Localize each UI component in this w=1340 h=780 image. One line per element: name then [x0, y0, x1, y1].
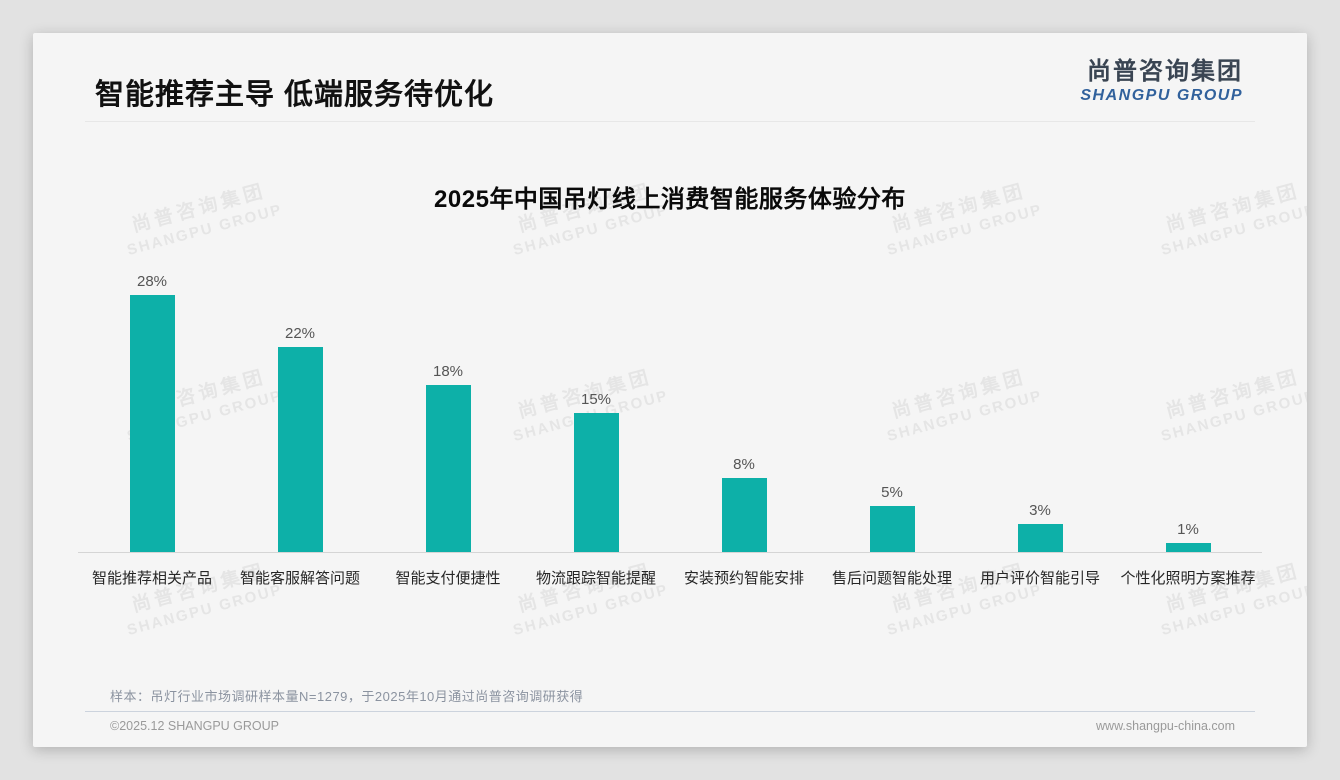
- category-label: 安装预约智能安排: [683, 570, 804, 587]
- bar: [1165, 542, 1211, 552]
- category-label: 智能支付便捷性: [395, 570, 501, 587]
- bar-value-label: 15%: [580, 390, 612, 408]
- watermark-english: SHANGPU GROUP: [511, 581, 671, 639]
- header-divider: [85, 121, 1255, 122]
- bar-value-label: 5%: [881, 483, 903, 501]
- footer-divider: [85, 711, 1255, 712]
- bar-column: 3%: [966, 273, 1114, 552]
- bar: [721, 477, 767, 552]
- bar: [277, 347, 323, 552]
- category-label: 用户评价智能引导: [979, 570, 1100, 587]
- bar-value-label: 8%: [733, 455, 755, 473]
- bar-value-label: 18%: [432, 362, 464, 380]
- bar: [1017, 524, 1063, 552]
- website-url: www.shangpu-china.com: [1096, 719, 1235, 733]
- bar: [129, 295, 175, 552]
- sample-footnote: 样本：吊灯行业市场调研样本量N=1279，于2025年10月通过尚普咨询调研获得: [110, 689, 584, 704]
- watermark-english: SHANGPU GROUP: [885, 581, 1045, 639]
- page-title: 智能推荐主导 低端服务待优化: [95, 79, 495, 111]
- bar-column: 22%: [226, 273, 374, 552]
- slide-card: 尚普咨询集团 SHANGPU GROUP 尚普咨询集团 SHANGPU GROUP 尚普…: [33, 33, 1307, 747]
- bar-value-label: 1%: [1177, 520, 1199, 538]
- bar-value-label: 22%: [284, 325, 316, 343]
- bar-column: 28%: [78, 273, 226, 552]
- category-label: 智能推荐相关产品: [91, 570, 212, 587]
- watermark-english: SHANGPU GROUP: [1159, 581, 1307, 639]
- bar-column: 18%: [374, 273, 522, 552]
- watermark-english: SHANGPU GROUP: [125, 581, 285, 639]
- copyright-text: ©2025.12 SHANGPU GROUP: [110, 719, 279, 733]
- bar-column: 8%: [670, 273, 818, 552]
- logo-english-name: SHANGPU GROUP: [1080, 86, 1243, 104]
- bar: [869, 505, 915, 552]
- bar: [425, 384, 471, 552]
- bar-column: 1%: [1114, 273, 1262, 552]
- plot-area: 28% 22% 18% 15% 8% 5% 3% 1%: [78, 273, 1262, 553]
- category-label: 个性化照明方案推荐: [1120, 570, 1256, 587]
- bar-column: 15%: [522, 273, 670, 552]
- bar-column: 5%: [818, 273, 966, 552]
- category-label: 售后问题智能处理: [831, 570, 952, 587]
- bar: [573, 412, 619, 552]
- bar-value-label: 28%: [136, 273, 168, 290]
- logo-chinese-name: 尚普咨询集团: [1087, 58, 1243, 85]
- category-label: 智能客服解答问题: [239, 570, 360, 587]
- bar-value-label: 3%: [1029, 502, 1051, 520]
- category-label: 物流跟踪智能提醒: [535, 570, 656, 587]
- category-axis: 智能推荐相关产品 智能客服解答问题 智能支付便捷性 物流跟踪智能提醒 安装预约智能安排 售…: [78, 554, 1262, 588]
- chart-title: 2025年中国吊灯线上消费智能服务体验分布: [434, 186, 906, 213]
- company-logo: 尚普咨询集团 SHANGPU GROUP: [1080, 58, 1243, 104]
